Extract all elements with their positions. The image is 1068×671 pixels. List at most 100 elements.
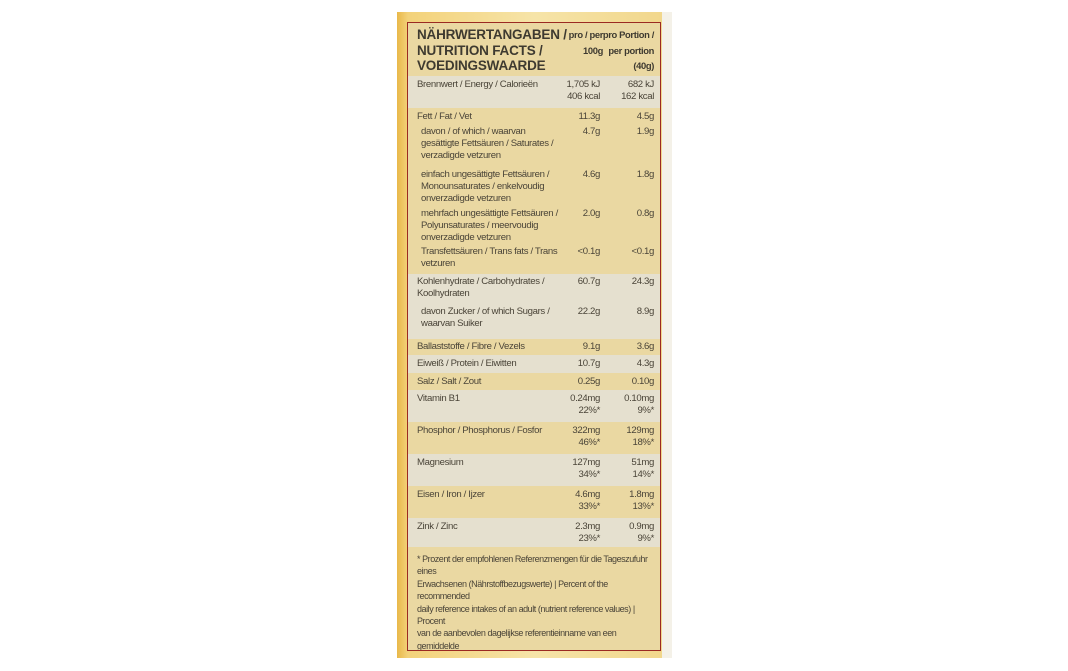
value-per-portion: 24.3g	[594, 276, 655, 288]
nutrient-row: Phosphor / Phosphorus / Fosfor 322mg 46%* 1…	[408, 425, 660, 454]
nutrient-label-line: Monounsaturates / enkelvoudig	[421, 181, 545, 193]
value-per-portion: 51mg 14%*	[594, 457, 654, 481]
footnote-line: * Prozent der empfohlenen Referenzmengen…	[417, 554, 648, 577]
row-background	[408, 274, 660, 339]
nutrient-label: Zink / Zinc	[417, 521, 567, 533]
col-header-line: per portion	[608, 44, 654, 56]
value-per-100g: 10.7g	[540, 358, 601, 370]
row-background	[408, 108, 660, 274]
value-per-portion-line: 1.8g	[636, 169, 655, 180]
value-per-portion-line: <0.1g	[631, 246, 654, 257]
nutrient-label-line: Kohlenhydrate / Carbohydrates /	[417, 276, 545, 287]
value-per-100g-line: 60.7g	[577, 276, 601, 287]
value-per-100g: 60.7g	[540, 276, 601, 288]
value-per-100g-line: 22.2g	[577, 306, 601, 317]
value-per-portion-line: 14%*	[632, 469, 654, 481]
value-per-100g: 4.6mg 33%*	[540, 489, 600, 513]
package-side	[662, 12, 672, 658]
nutrient-label: davon Zucker / of which Sugars / waarvan …	[421, 306, 571, 330]
nutrient-row: Eisen / Iron / Ijzer 4.6mg 33%* 1.8mg 13%*	[408, 489, 660, 518]
value-per-100g: 127mg 34%*	[540, 457, 600, 481]
nutrient-label-line: onverzadigde vetzuren	[421, 232, 511, 244]
nutrient-row: Salz / Salt / Zout 0.25g 0.10g	[408, 376, 660, 390]
footnote-line: van de aanbevolen dagelijkse referentiei…	[417, 628, 617, 651]
nutrient-row: Zink / Zinc 2.3mg 23%* 0.9mg 9%*	[408, 521, 660, 547]
nutrient-row: einfach ungesättigte Fettsäuren / Monouns…	[408, 169, 660, 205]
value-per-100g-line: 4.6mg	[575, 489, 600, 500]
footnote-line: daily reference intakes of an adult (nut…	[417, 603, 635, 627]
table-title: NÄHRWERTANGABEN / NUTRITION FACTS / VOED…	[417, 27, 587, 74]
nutrient-label: Fett / Fat / Vet	[417, 111, 567, 123]
value-per-portion: 129mg 18%*	[594, 425, 654, 449]
value-per-portion: 0.10mg 9%*	[594, 393, 654, 417]
value-per-portion: 4.3g	[594, 358, 655, 370]
footnote-line: Erwachsenen (Nährstoffbezugswerte) | Per…	[417, 578, 608, 602]
value-per-portion: 682 kJ 162 kcal	[594, 79, 654, 103]
value-per-portion-line: 3.6g	[636, 341, 655, 352]
value-per-portion-line: 129mg	[626, 425, 654, 436]
value-per-100g: 11.3g	[540, 111, 600, 123]
row-background	[408, 454, 660, 486]
nutrient-row: Ballaststoffe / Fibre / Vezels 9.1g 3.6g	[408, 341, 660, 355]
nutrient-label-line: Transfettsäuren / Trans fats / Trans	[421, 246, 558, 257]
nutrient-label: Ballaststoffe / Fibre / Vezels	[417, 341, 567, 353]
value-per-portion: 1.8mg 13%*	[594, 489, 654, 513]
row-background	[408, 339, 660, 355]
value-per-100g-line: 34%*	[578, 469, 600, 481]
value-per-portion: 0.8g	[594, 208, 655, 220]
nutrient-label-line: Eisen / Iron / Ijzer	[417, 489, 485, 500]
value-per-100g-line: 1,705 kJ	[566, 79, 601, 90]
nutrient-row: Transfettsäuren / Trans fats / Trans vetz…	[408, 246, 660, 282]
value-per-100g-line: 322mg	[572, 425, 600, 436]
value-per-portion: 1.8g	[594, 169, 655, 181]
value-per-portion-line: 9%*	[637, 533, 654, 545]
nutrient-label-line: Zink / Zinc	[417, 521, 458, 532]
col-header-line: pro / per	[568, 29, 604, 40]
nutrient-label-line: Polyunsaturates / meervoudig	[421, 220, 539, 232]
nutrient-row: Fett / Fat / Vet 11.3g 4.5g	[408, 111, 660, 274]
nutrient-label: Brennwert / Energy / Calorieën	[417, 79, 567, 91]
nutrient-row: mehrfach ungesättigte Fettsäuren / Polyun…	[408, 208, 660, 244]
value-per-portion-line: 4.3g	[636, 358, 655, 369]
value-per-100g: 1,705 kJ 406 kcal	[540, 79, 601, 103]
nutrient-label-line: Vitamin B1	[417, 393, 460, 404]
value-per-portion-line: 0.10g	[631, 376, 655, 387]
nutrient-label: Eiweiß / Protein / Eiwitten	[417, 358, 567, 370]
nutrient-label: einfach ungesättigte Fettsäuren / Monouns…	[421, 169, 571, 206]
nutrient-label: Magnesium	[417, 457, 567, 469]
value-per-portion: <0.1g	[594, 246, 654, 258]
nutrient-label: Transfettsäuren / Trans fats / Trans vetz…	[421, 246, 571, 270]
value-per-portion-line: 162 kcal	[621, 91, 654, 103]
value-per-100g: 0.25g	[540, 376, 601, 388]
nutrient-label-line: davon / of which / waarvan	[421, 126, 526, 137]
footnote: * Prozent der empfohlenen Referenzmengen…	[408, 547, 660, 650]
nutrient-row: Magnesium 127mg 34%* 51mg 14%*	[408, 457, 660, 486]
title-line: NUTRITION FACTS /	[417, 42, 543, 58]
value-per-portion-line: 1.8mg	[629, 489, 654, 500]
nutrient-label-line: Fett / Fat / Vet	[417, 111, 472, 122]
value-per-100g-line: 10.7g	[577, 358, 601, 369]
col-header-line: pro Portion /	[602, 29, 655, 40]
nutrient-label-line: verzadigde vetzuren	[421, 150, 501, 162]
value-per-100g: 2.3mg 23%*	[540, 521, 600, 545]
nutrient-label-line: Brennwert / Energy / Calorieën	[417, 79, 538, 90]
value-per-portion-line: 18%*	[632, 437, 654, 449]
value-per-100g: 0.24mg 22%*	[540, 393, 600, 417]
table-header: NÄHRWERTANGABEN / NUTRITION FACTS / VOED…	[408, 23, 660, 76]
row-background	[408, 422, 660, 454]
value-per-100g-line: 11.3g	[578, 111, 600, 122]
value-per-100g-line: <0.1g	[577, 246, 600, 257]
value-per-100g-line: 23%*	[578, 533, 600, 545]
nutrient-label-line: mehrfach ungesättigte Fettsäuren /	[421, 208, 558, 219]
nutrient-label: Kohlenhydrate / Carbohydrates / Koolhydra…	[417, 276, 567, 300]
nutrient-label: Vitamin B1	[417, 393, 567, 405]
col-header-line: 100g	[583, 44, 603, 56]
nutrient-label: Eisen / Iron / Ijzer	[417, 489, 567, 501]
value-per-portion: 3.6g	[594, 341, 655, 353]
nutrient-label-line: Salz / Salt / Zout	[417, 376, 482, 387]
nutrient-label-line: Ballaststoffe / Fibre / Vezels	[417, 341, 525, 352]
col-header-line: (40g)	[633, 60, 654, 71]
nutrient-label: Phosphor / Phosphorus / Fosfor	[417, 425, 567, 437]
nutrient-label-line: gesättigte Fettsäuren / Saturates /	[421, 138, 554, 150]
nutrient-row: Kohlenhydrate / Carbohydrates / Koolhydra…	[408, 276, 660, 339]
